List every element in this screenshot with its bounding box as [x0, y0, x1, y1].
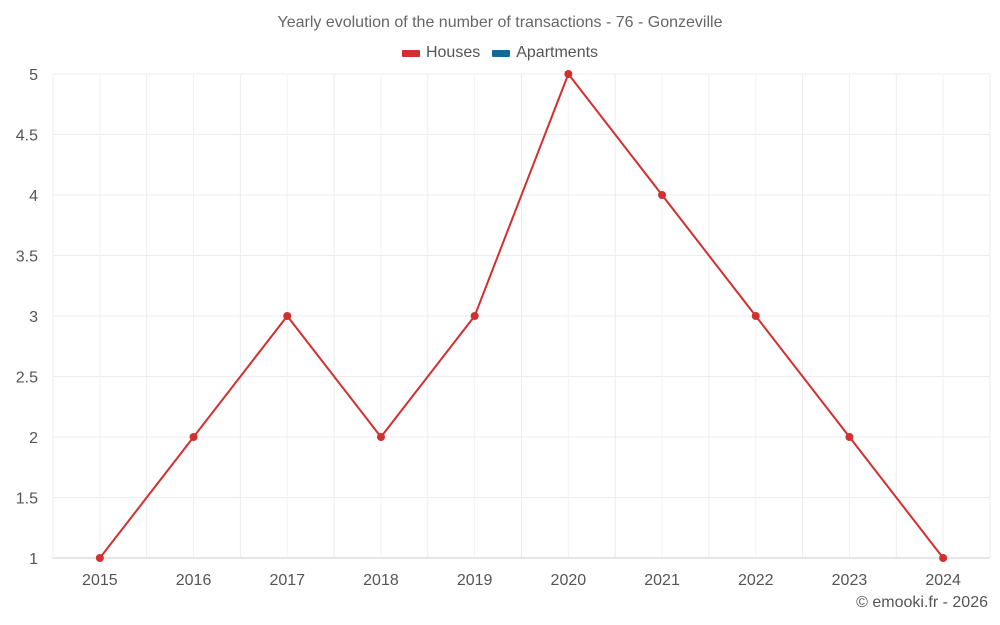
legend-item-houses[interactable]: Houses [401, 44, 481, 62]
y-tick-label: 2 [29, 430, 38, 447]
x-tick-label: 2024 [925, 572, 961, 589]
x-tick-label: 2019 [457, 572, 493, 589]
x-tick-label: 2018 [363, 572, 399, 589]
data-point-houses[interactable] [95, 554, 104, 562]
x-tick-label: 2021 [644, 572, 680, 589]
y-tick-label: 4.5 [16, 128, 38, 145]
x-tick-label: 2023 [832, 572, 868, 589]
legend-label-houses: Houses [425, 44, 481, 61]
y-tick-label: 5 [29, 67, 38, 84]
chart-title: Yearly evolution of the number of transa… [277, 14, 723, 31]
data-point-houses[interactable] [564, 70, 573, 78]
y-tick-label: 3 [29, 309, 38, 326]
data-point-houses[interactable] [189, 433, 198, 441]
legend-swatch-houses [401, 49, 420, 57]
credit-text: © emooki.fr - 2026 [856, 594, 988, 611]
data-point-houses[interactable] [939, 554, 948, 562]
data-point-houses[interactable] [658, 191, 667, 199]
data-point-houses[interactable] [845, 433, 854, 441]
legend-item-apartments[interactable]: Apartments [492, 44, 598, 62]
y-tick-label: 1.5 [16, 491, 38, 508]
data-point-houses[interactable] [470, 312, 479, 320]
legend-swatch-apartments [492, 49, 511, 57]
data-point-houses[interactable] [751, 312, 760, 320]
data-point-houses[interactable] [283, 312, 292, 320]
y-tick-label: 2.5 [16, 370, 38, 387]
x-tick-label: 2020 [551, 572, 587, 589]
y-tick-label: 3.5 [16, 249, 38, 266]
data-point-houses[interactable] [376, 433, 385, 441]
x-tick-label: 2017 [269, 572, 305, 589]
y-tick-label: 1 [29, 551, 38, 568]
series-line-houses [99, 73, 944, 559]
y-tick-label: 4 [29, 188, 38, 205]
x-tick-label: 2015 [82, 572, 118, 589]
chart-legend: Houses Apartments [0, 44, 1000, 62]
x-tick-label: 2022 [738, 572, 774, 589]
legend-label-apartments: Apartments [516, 44, 599, 61]
x-tick-label: 2016 [176, 572, 212, 589]
